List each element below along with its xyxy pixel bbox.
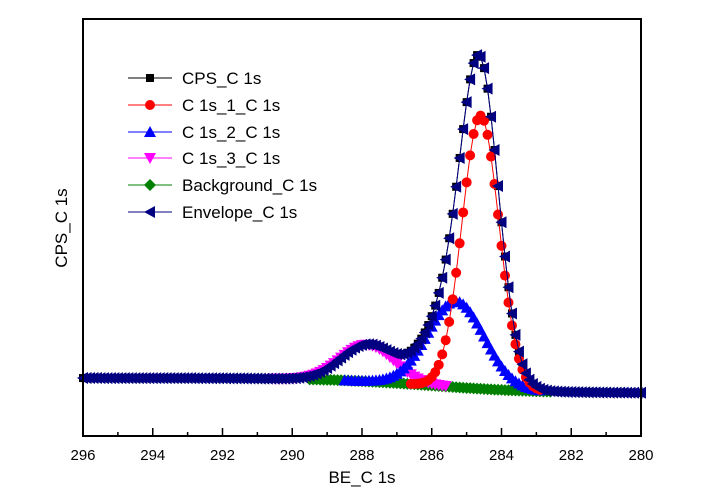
x-tick-label: 290 [280, 447, 305, 464]
x-tick-label: 296 [70, 447, 95, 464]
x-tick-label: 292 [210, 447, 235, 464]
legend-label: CPS_C 1s [182, 69, 261, 88]
legend-label: C 1s_1_C 1s [182, 96, 280, 115]
y-axis-title: CPS_C 1s [52, 188, 71, 267]
legend-label: Background_C 1s [182, 176, 317, 195]
x-tick-label: 282 [559, 447, 584, 464]
x-axis-ticks [82, 428, 642, 436]
legend-item-c1s-3: C 1s_3_C 1s [128, 149, 280, 168]
x-tick-label: 286 [419, 447, 444, 464]
legend-item-c1s-2: C 1s_2_C 1s [128, 123, 280, 142]
diamond-marker-icon [144, 179, 156, 191]
legend-label: C 1s_3_C 1s [182, 149, 280, 168]
legend-item-envelope: Envelope_C 1s [128, 203, 297, 222]
x-tick-label: 288 [349, 447, 374, 464]
square-marker-icon [146, 74, 154, 82]
series-layer [77, 49, 646, 399]
legend: CPS_C 1s C 1s_1_C 1s C 1s_2_C 1s C 1s_3_… [128, 69, 317, 222]
series-c1s-1 [405, 110, 545, 395]
legend-item-cps: CPS_C 1s [128, 69, 261, 88]
triangle-left-marker-icon [144, 206, 155, 218]
x-axis-tick-labels: 296 294 292 290 288 286 284 282 280 [70, 447, 653, 464]
legend-item-background: Background_C 1s [128, 176, 317, 195]
x-tick-label: 280 [628, 447, 653, 464]
series-envelope [77, 49, 646, 399]
legend-label: C 1s_2_C 1s [182, 123, 280, 142]
x-tick-label: 284 [489, 447, 514, 464]
legend-item-c1s-1: C 1s_1_C 1s [128, 96, 280, 115]
legend-label: Envelope_C 1s [182, 203, 297, 222]
triangle-up-marker-icon [144, 126, 156, 137]
x-axis-title: BE_C 1s [328, 468, 395, 487]
x-tick-label: 294 [140, 447, 165, 464]
triangle-down-marker-icon [144, 153, 156, 164]
circle-marker-icon [145, 100, 155, 110]
